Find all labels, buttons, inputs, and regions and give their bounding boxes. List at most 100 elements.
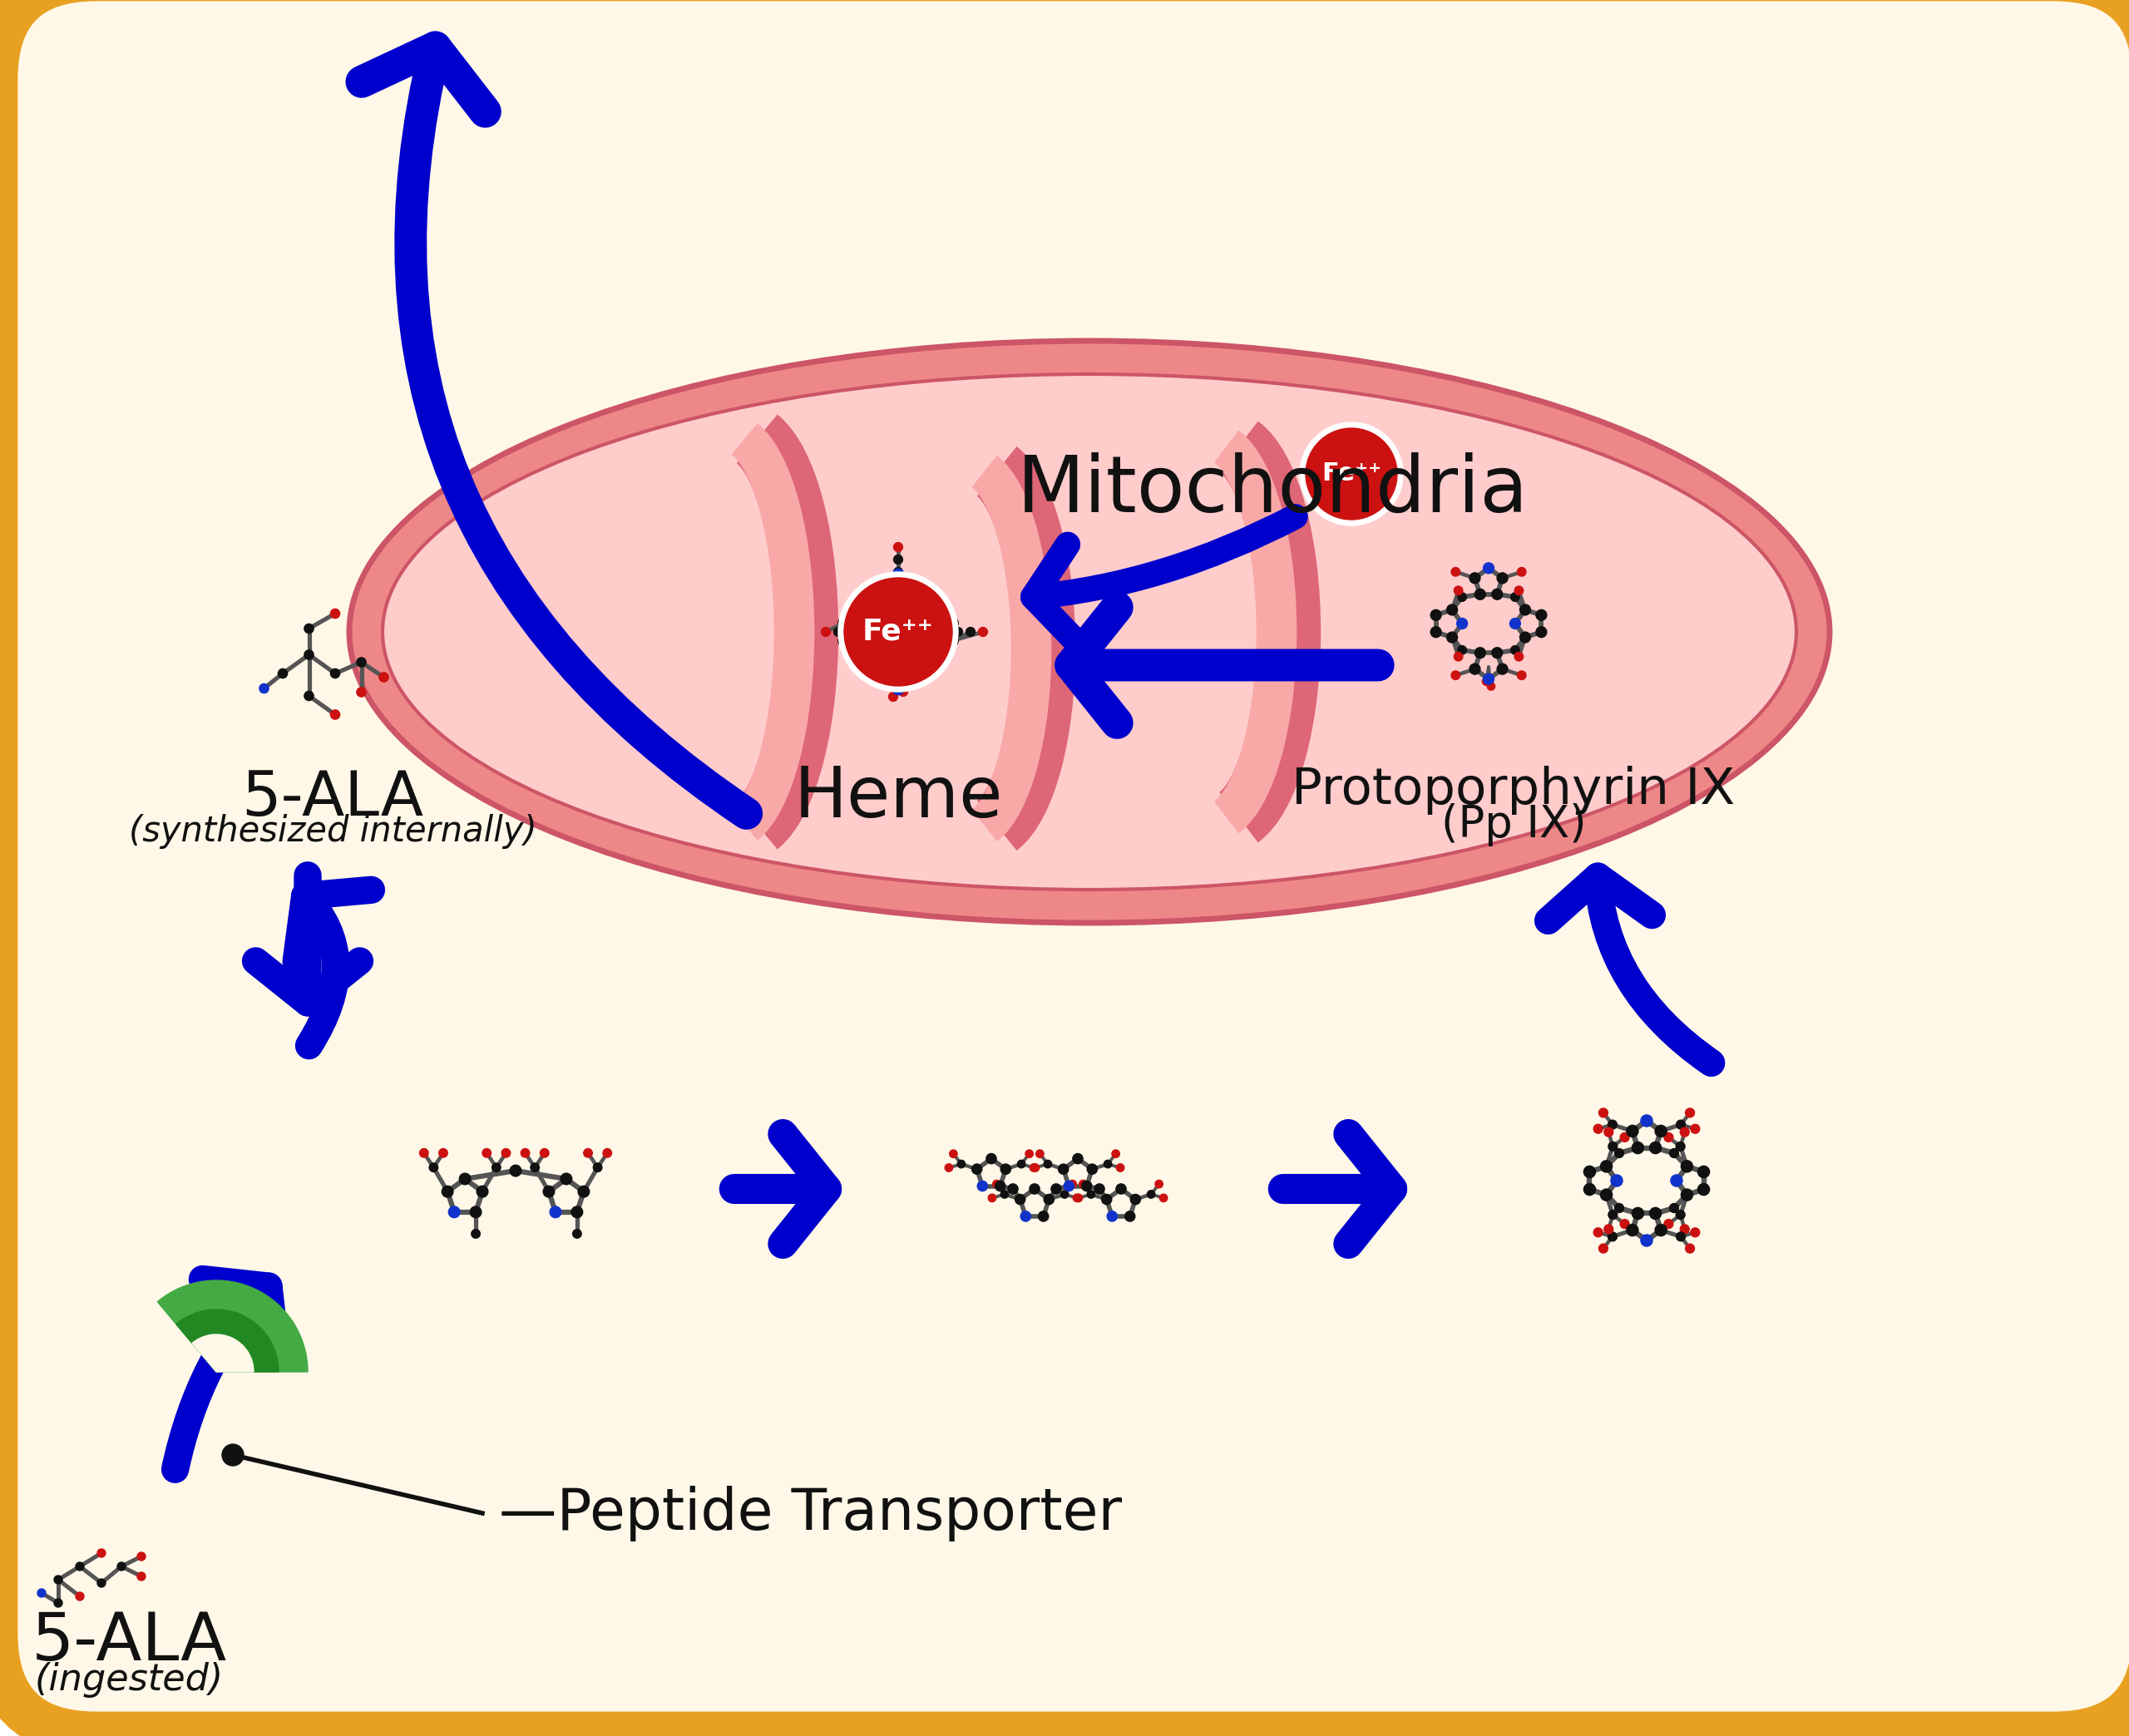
Circle shape [1520, 632, 1531, 642]
Circle shape [992, 1180, 1001, 1187]
Circle shape [867, 601, 875, 609]
Circle shape [1627, 1125, 1639, 1137]
Circle shape [38, 1588, 45, 1597]
Circle shape [1073, 1154, 1084, 1163]
Circle shape [1431, 627, 1441, 637]
Circle shape [986, 1154, 996, 1163]
Circle shape [1641, 1115, 1652, 1127]
Circle shape [443, 1186, 453, 1198]
Circle shape [477, 1186, 488, 1198]
Circle shape [1043, 1160, 1052, 1168]
Circle shape [1039, 1212, 1050, 1222]
Circle shape [1160, 1194, 1167, 1201]
Circle shape [1690, 1125, 1699, 1134]
Circle shape [907, 580, 918, 590]
FancyArrowPatch shape [1071, 608, 1377, 722]
Circle shape [1697, 1167, 1710, 1177]
Circle shape [1669, 1149, 1678, 1158]
FancyArrowPatch shape [255, 875, 360, 1003]
Circle shape [879, 674, 890, 684]
Circle shape [1124, 1212, 1135, 1222]
Circle shape [1016, 1194, 1026, 1205]
Circle shape [835, 627, 843, 637]
Circle shape [1607, 1210, 1618, 1219]
FancyArrowPatch shape [1033, 517, 1294, 642]
Text: (synthesized internally): (synthesized internally) [128, 814, 537, 849]
Circle shape [1156, 1180, 1162, 1187]
Circle shape [1697, 1184, 1710, 1196]
Circle shape [603, 1149, 611, 1158]
Circle shape [1650, 1142, 1661, 1154]
Circle shape [1111, 1149, 1120, 1158]
Circle shape [1305, 429, 1397, 519]
Circle shape [1514, 653, 1522, 661]
Circle shape [1607, 1120, 1618, 1128]
Circle shape [907, 674, 918, 684]
Circle shape [419, 1149, 428, 1158]
Circle shape [1301, 422, 1403, 526]
Circle shape [892, 684, 903, 694]
Circle shape [1676, 1120, 1686, 1128]
Circle shape [930, 613, 941, 623]
Circle shape [839, 573, 958, 691]
Circle shape [1686, 1245, 1695, 1253]
Circle shape [1682, 1189, 1693, 1201]
Circle shape [1514, 587, 1522, 595]
Circle shape [930, 641, 941, 651]
Circle shape [967, 627, 975, 637]
Circle shape [867, 654, 875, 663]
Circle shape [571, 1207, 583, 1217]
Circle shape [358, 687, 366, 696]
Circle shape [1599, 1245, 1607, 1253]
Circle shape [511, 1165, 522, 1177]
Circle shape [1686, 1108, 1695, 1118]
Circle shape [1584, 1184, 1595, 1196]
Circle shape [1448, 632, 1458, 642]
Circle shape [1512, 592, 1520, 601]
Circle shape [892, 569, 903, 580]
Circle shape [901, 656, 913, 668]
Text: (Pp IX): (Pp IX) [1441, 804, 1586, 847]
Circle shape [1069, 1180, 1077, 1187]
Circle shape [1058, 1165, 1069, 1174]
Circle shape [221, 1444, 243, 1465]
Circle shape [1452, 568, 1460, 576]
Circle shape [1497, 573, 1507, 583]
Circle shape [358, 658, 366, 667]
Circle shape [330, 668, 341, 679]
Circle shape [1043, 1194, 1054, 1205]
Circle shape [1026, 1149, 1033, 1158]
Circle shape [594, 1163, 603, 1172]
Circle shape [1518, 670, 1526, 681]
Circle shape [53, 1576, 62, 1583]
Circle shape [502, 1149, 511, 1158]
Circle shape [136, 1573, 145, 1580]
Circle shape [945, 1163, 954, 1172]
Circle shape [53, 1599, 62, 1608]
FancyArrowPatch shape [1284, 1134, 1392, 1243]
Circle shape [1607, 1233, 1618, 1241]
Circle shape [260, 684, 268, 693]
Circle shape [1620, 1219, 1629, 1229]
Text: Protoporphyrin IX: Protoporphyrin IX [1292, 766, 1735, 814]
Circle shape [1584, 1167, 1595, 1177]
Circle shape [884, 595, 894, 608]
Circle shape [1148, 1191, 1156, 1198]
Circle shape [894, 568, 903, 576]
Circle shape [1601, 1160, 1612, 1172]
Circle shape [947, 618, 958, 628]
Circle shape [894, 543, 903, 552]
Circle shape [1020, 1212, 1030, 1222]
Circle shape [1665, 1134, 1673, 1142]
Circle shape [77, 1592, 83, 1601]
Circle shape [1107, 1212, 1118, 1222]
Circle shape [1475, 589, 1486, 599]
Circle shape [1484, 562, 1495, 573]
Circle shape [577, 1186, 590, 1198]
Circle shape [1676, 1142, 1684, 1151]
Circle shape [483, 1149, 492, 1158]
Circle shape [1030, 1184, 1039, 1194]
Circle shape [439, 1149, 447, 1158]
Circle shape [1535, 609, 1546, 620]
Circle shape [460, 1174, 471, 1184]
